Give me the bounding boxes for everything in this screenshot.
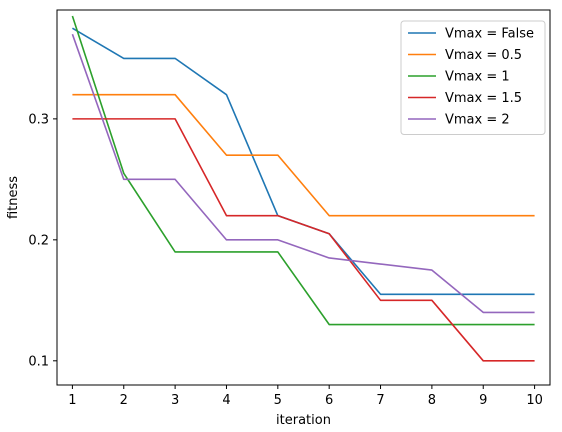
legend-entry-label: Vmax = False	[445, 27, 534, 42]
x-tick-label: 4	[222, 393, 230, 408]
legend: Vmax = False Vmax = 0.5 Vmax = 1 Vmax = 1.5…	[400, 20, 546, 135]
legend-entry-label: Vmax = 1	[445, 70, 510, 85]
series-layer	[71, 15, 535, 362]
x-tick-label: 2	[120, 393, 128, 408]
x-axis: 1 2 3 4 5 6 7 8 9 10	[68, 385, 543, 408]
x-tick-label: 3	[171, 393, 179, 408]
x-tick-label: 10	[526, 393, 543, 408]
series-line-3	[71, 15, 535, 326]
legend-box	[400, 20, 546, 135]
legend-entry-label: Vmax = 2	[445, 113, 510, 128]
series-line-2	[72, 93, 535, 217]
x-tick-label: 6	[325, 393, 333, 408]
series-line-4	[72, 118, 535, 362]
y-tick-label: 0.2	[28, 233, 49, 248]
x-tick-label: 1	[68, 393, 76, 408]
y-tick-label: 0.1	[28, 354, 49, 369]
y-tick-label: 0.3	[28, 112, 49, 127]
legend-entry-label: Vmax = 0.5	[445, 48, 522, 63]
series-line-5	[71, 33, 535, 314]
x-tick-label: 5	[274, 393, 282, 408]
y-axis-label: fitness	[6, 176, 21, 219]
x-tick-label: 8	[428, 393, 436, 408]
x-tick-label: 7	[376, 393, 384, 408]
legend-entry-label: Vmax = 1.5	[445, 91, 522, 106]
x-axis-label: iteration	[276, 413, 331, 428]
plot-frame	[56, 9, 551, 386]
x-tick-label: 9	[479, 393, 487, 408]
y-axis: 0.1 0.2 0.3	[28, 112, 57, 369]
